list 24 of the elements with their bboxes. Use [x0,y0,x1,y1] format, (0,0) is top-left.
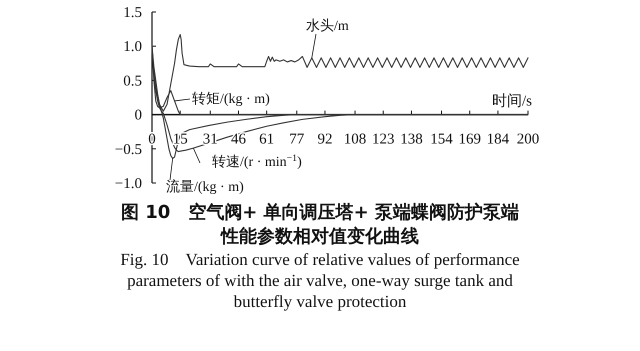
x-tick-label: 92 [317,132,332,148]
text: 图 10 空气阀+ 单向调压塔+ 泵端蝶阀防护泵端性能参数相对值变化曲线 [120,201,520,249]
x-tick-label: 46 [230,132,246,148]
x-tick-label: 61 [259,132,274,148]
series-label: 转矩/(kg · m) [192,91,270,107]
x-tick-label: 138 [400,132,423,148]
y-tick-label: 0.5 [123,73,142,90]
text: Fig. 10 Variation curve of relative values of performance parameters of with the air valve, one-way surge tank and butterfly valve protection [119,249,521,312]
x-axis-title: 时间/s [492,92,532,110]
y-tick-label: −0.5 [114,142,142,158]
x-tick-label: 200 [516,132,540,148]
series-label: 转速/(r · min$^{−1}$) [212,152,302,170]
y-tick-label: −1.0 [114,176,142,192]
x-tick-label: 77 [289,132,305,148]
x-tick-label: 108 [344,132,366,148]
y-tick-label: 1.0 [123,39,142,56]
y-tick-label: 0 [134,108,142,124]
x-tick-label: 154 [430,132,454,148]
series-label: 流量/(kg · m) [166,179,244,195]
y-tick-label: 1.5 [123,5,142,21]
series-label: 水头/m [306,18,349,34]
x-tick-label: 169 [458,132,481,148]
x-tick-label: 184 [486,132,510,148]
x-tick-label: 123 [372,132,394,148]
